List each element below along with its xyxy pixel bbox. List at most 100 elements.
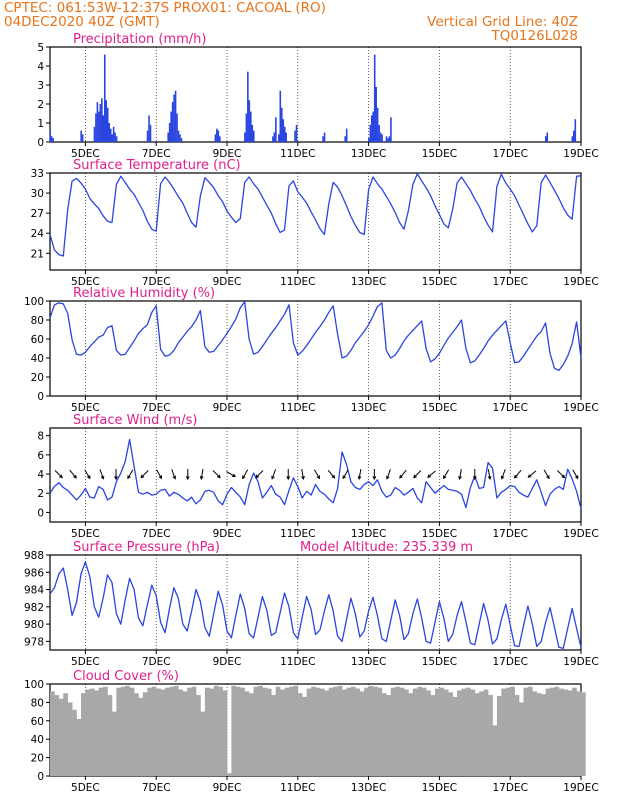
cloud-bar [103, 686, 108, 776]
precip-xtick-label-7: 19DEC [563, 148, 598, 160]
wind-ytick-label-4: 8 [37, 431, 44, 443]
cloud-bar [359, 691, 365, 776]
precip-bar [378, 124, 380, 142]
precip-ytick-label-3: 3 [37, 80, 44, 92]
cloud-bar [412, 688, 418, 776]
cloud-title: Cloud Cover (%) [73, 669, 179, 684]
precip-bar [571, 136, 574, 142]
wind-arrow [443, 469, 450, 480]
cloud-ytick-label-2: 40 [31, 734, 44, 746]
temp-xtick-label-7: 19DEC [563, 276, 598, 288]
precip-bar [278, 134, 280, 142]
cloud-bar [470, 689, 476, 776]
precip-bar [173, 94, 175, 142]
precip-bar [112, 126, 115, 142]
precip-xtick-label-0: 5DEC [71, 148, 100, 160]
wind-arrow [156, 469, 163, 480]
cloud-bar [85, 689, 91, 776]
precip-bar [98, 111, 100, 142]
rh-panel: Relative Humidity (%) 0 20 40 60 80 100 5DEC 7DE… [24, 286, 599, 414]
cloud-xtick-label-1: 7DEC [142, 782, 171, 794]
cloud-bar [191, 686, 197, 776]
precip-bar [379, 132, 382, 142]
cloud-bar [288, 686, 294, 776]
pressure-xtick-label-1: 7DEC [142, 656, 171, 668]
cloud-bar [581, 692, 586, 776]
cloud-bar [227, 773, 232, 776]
cloud-bar [253, 686, 259, 776]
rh-ytick-label-2: 40 [31, 353, 44, 365]
wind-arrow [342, 469, 349, 480]
cloud-bar [536, 693, 542, 776]
cloud-bar [328, 687, 334, 776]
precip-bar [176, 113, 178, 142]
wind-arrow [513, 469, 522, 479]
cloud-bar [271, 695, 276, 776]
pressure-xtick-label-5: 15DEC [422, 656, 457, 668]
rh-ytick-label-3: 60 [31, 334, 44, 346]
cloud-bar [465, 687, 471, 776]
rh-ytick-label-4: 80 [31, 315, 44, 327]
precip-bar [545, 136, 547, 142]
cloud-bar [249, 693, 254, 776]
cloud-ytick-label-5: 100 [24, 679, 44, 691]
header-model-id: TQ0126L028 [490, 28, 578, 44]
wind-arrow [487, 469, 492, 480]
precip-bar [49, 130, 51, 142]
temp-ytick-label-0: 21 [31, 248, 44, 260]
wind-arrow [572, 469, 579, 480]
wind-xtick-label-3: 11DEC [280, 528, 315, 540]
precip-bar [251, 124, 254, 142]
cloud-bar [204, 687, 210, 776]
pressure-annotation: Model Altitude: 235.339 m [300, 540, 473, 555]
precip-bar [372, 111, 375, 142]
temp-ytick-label-2: 27 [31, 208, 44, 220]
cloud-bar [58, 698, 64, 776]
cloud-bar [67, 702, 73, 776]
cloud-bar [342, 689, 347, 776]
cloud-bar [315, 687, 321, 776]
precip-bar [177, 130, 180, 142]
pressure-xtick-label-7: 19DEC [563, 656, 598, 668]
cloud-ytick-label-1: 20 [31, 753, 44, 765]
precip-bar [273, 132, 276, 142]
cloud-bar [430, 695, 436, 776]
cloud-xtick-label-6: 17DEC [492, 782, 527, 794]
cloud-bar [235, 686, 241, 776]
cloud-bar [138, 697, 144, 776]
cloud-bar [346, 687, 352, 776]
temp-xtick-label-2: 9DEC [213, 276, 242, 288]
wind-arrow [357, 469, 362, 480]
precip-bar [294, 130, 296, 142]
cloud-bar [76, 718, 82, 776]
cloud-bar [572, 687, 577, 776]
precip-bar [80, 130, 82, 142]
cloud-bar [142, 692, 148, 776]
wind-arrow [242, 469, 249, 480]
precip-xtick-label-4: 13DEC [351, 148, 386, 160]
wind-arrow [413, 470, 422, 479]
precip-bar [285, 132, 287, 142]
pressure-xtick-label-2: 9DEC [213, 656, 242, 668]
wind-arrow [226, 471, 237, 478]
cloud-bar [72, 709, 77, 776]
cloud-bar [107, 695, 113, 776]
precip-bar [275, 117, 277, 142]
cloud-bar [452, 696, 458, 776]
cloud-bar [160, 689, 166, 776]
precip-xtick-label-1: 7DEC [142, 148, 171, 160]
rh-xtick-label-7: 19DEC [563, 402, 598, 414]
wind-ytick-label-0: 0 [37, 507, 44, 519]
precip-ytick-label-0: 0 [37, 137, 44, 149]
precip-bar [282, 119, 285, 142]
cloud-bar [116, 687, 122, 776]
wind-ytick-label-3: 6 [37, 450, 44, 462]
precip-bar [93, 126, 96, 142]
cloud-bar [218, 686, 223, 776]
wind-title: Surface Wind (m/s) [73, 413, 197, 428]
cloud-bar [519, 702, 524, 776]
precip-bar [174, 90, 177, 142]
cloud-bar [421, 687, 427, 776]
cloud-bar [364, 687, 369, 776]
